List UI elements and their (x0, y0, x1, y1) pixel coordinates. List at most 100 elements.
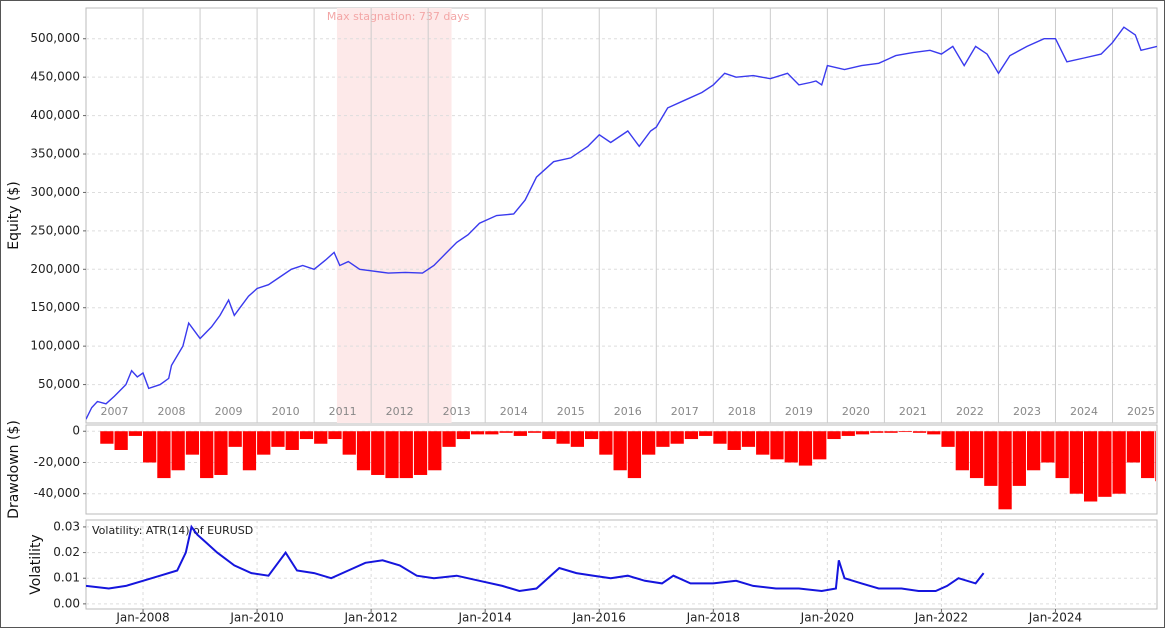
drawdown-bar (114, 431, 128, 450)
drawdown-bar (570, 431, 585, 447)
drawdown-bar (613, 431, 627, 471)
y-tick-label: 50,000 (38, 377, 80, 391)
x-tick-label: 2019 (785, 405, 813, 418)
series-line (86, 524, 985, 593)
drawdown-bar (200, 431, 214, 479)
drawdown-bar (855, 431, 870, 435)
drawdown-bar (599, 431, 613, 455)
drawdown-bar (385, 431, 399, 479)
drawdown-bar (813, 431, 827, 460)
x-tick-label: 2010 (272, 405, 300, 418)
drawdown-bar (741, 431, 756, 447)
drawdown-bar (499, 431, 513, 433)
x-tick-label: 2021 (899, 405, 927, 418)
x-tick-label: Jan-2020 (800, 611, 854, 625)
drawdown-bar (727, 431, 741, 450)
y-tick-label: 500,000 (30, 31, 80, 45)
x-tick-label: Jan-2014 (458, 611, 512, 625)
drawdown-bar (912, 431, 927, 433)
drawdown-bar (1141, 431, 1155, 479)
drawdown-bar (1155, 431, 1156, 482)
stagnation-label: Max stagnation: 737 days (327, 10, 470, 23)
drawdown-bar (941, 431, 955, 447)
drawdown-bar (285, 431, 299, 450)
drawdown-bar (100, 431, 114, 444)
x-tick-label: 2009 (215, 405, 243, 418)
drawdown-bar (1041, 431, 1055, 463)
drawdown-bar (770, 431, 784, 460)
drawdown-bar (870, 431, 884, 433)
x-tick-label: Jan-2012 (343, 611, 397, 625)
x-tick-label: Jan-2024 (1028, 611, 1082, 625)
y-tick-label: 300,000 (30, 185, 80, 199)
x-tick-label: 2017 (671, 405, 699, 418)
drawdown-bar (927, 431, 941, 435)
x-tick-label: Jan-2010 (229, 611, 283, 625)
drawdown-bar (470, 431, 485, 435)
panel: -40,000 -20,000 0 Drawdown ($) (6, 420, 1158, 519)
x-tick-label: 2007 (101, 405, 129, 418)
drawdown-bar (1026, 431, 1041, 471)
y-tick-label: -40,000 (34, 486, 80, 500)
drawdown-bar (371, 431, 385, 475)
drawdown-bar (314, 431, 328, 444)
y-axis-title: Equity ($) (6, 181, 22, 250)
x-tick-label: 2016 (614, 405, 642, 418)
drawdown-bar (713, 431, 727, 444)
drawdown-bar (1098, 431, 1112, 497)
x-tick-label: 2011 (329, 405, 357, 418)
x-tick-label: 2015 (557, 405, 585, 418)
drawdown-bar (798, 431, 813, 466)
drawdown-bar (827, 431, 841, 440)
drawdown-bar (271, 431, 285, 447)
x-tick-label: 2020 (842, 405, 870, 418)
drawdown-bar (257, 431, 271, 455)
drawdown-bar (342, 431, 356, 455)
y-tick-label: 400,000 (30, 108, 80, 122)
drawdown-bar (955, 431, 969, 471)
stagnation-band (336, 8, 452, 423)
x-tick-label: 2014 (500, 405, 528, 418)
drawdown-bar (684, 431, 699, 440)
x-tick-label: 2024 (1070, 405, 1098, 418)
drawdown-bar (556, 431, 570, 444)
x-tick-label: 2018 (728, 405, 756, 418)
y-tick-label: 200,000 (30, 262, 80, 276)
drawdown-bar (699, 431, 713, 436)
drawdown-bar (527, 431, 542, 433)
y-tick-label: 0.03 (53, 519, 80, 533)
drawdown-bar (157, 431, 171, 479)
y-axis-title: Drawdown ($) (6, 420, 22, 519)
y-tick-label: 150,000 (30, 300, 80, 314)
drawdown-bar (784, 431, 798, 463)
drawdown-bar (1055, 431, 1069, 479)
drawdown-bar (242, 431, 257, 471)
x-tick-label: Jan-2018 (686, 611, 740, 625)
drawdown-bar (143, 431, 157, 463)
y-tick-label: 0 (72, 424, 80, 438)
drawdown-bar (627, 431, 642, 479)
drawdown-bar (1084, 431, 1098, 502)
drawdown-bar (356, 431, 371, 471)
drawdown-bar (299, 431, 314, 440)
y-tick-label: 100,000 (30, 339, 80, 353)
y-tick-label: 450,000 (30, 70, 80, 84)
x-tick-label: 2013 (443, 405, 471, 418)
x-tick-label: Jan-2008 (115, 611, 169, 625)
drawdown-bar (542, 431, 556, 440)
drawdown-bar (984, 431, 998, 486)
drawdown-bar (228, 431, 242, 447)
series-line (86, 26, 1157, 420)
drawdown-bar (656, 431, 670, 447)
plot-area (85, 519, 1158, 610)
x-tick-label: 2022 (956, 405, 984, 418)
drawdown-bar (185, 431, 200, 455)
drawdown-bar (456, 431, 470, 440)
drawdown-bar (756, 431, 770, 455)
x-tick-label: Jan-2016 (572, 611, 626, 625)
drawdown-bar (1012, 431, 1026, 486)
y-tick-label: 250,000 (30, 223, 80, 237)
drawdown-bar (171, 431, 185, 471)
y-tick-label: 0.02 (53, 545, 80, 559)
